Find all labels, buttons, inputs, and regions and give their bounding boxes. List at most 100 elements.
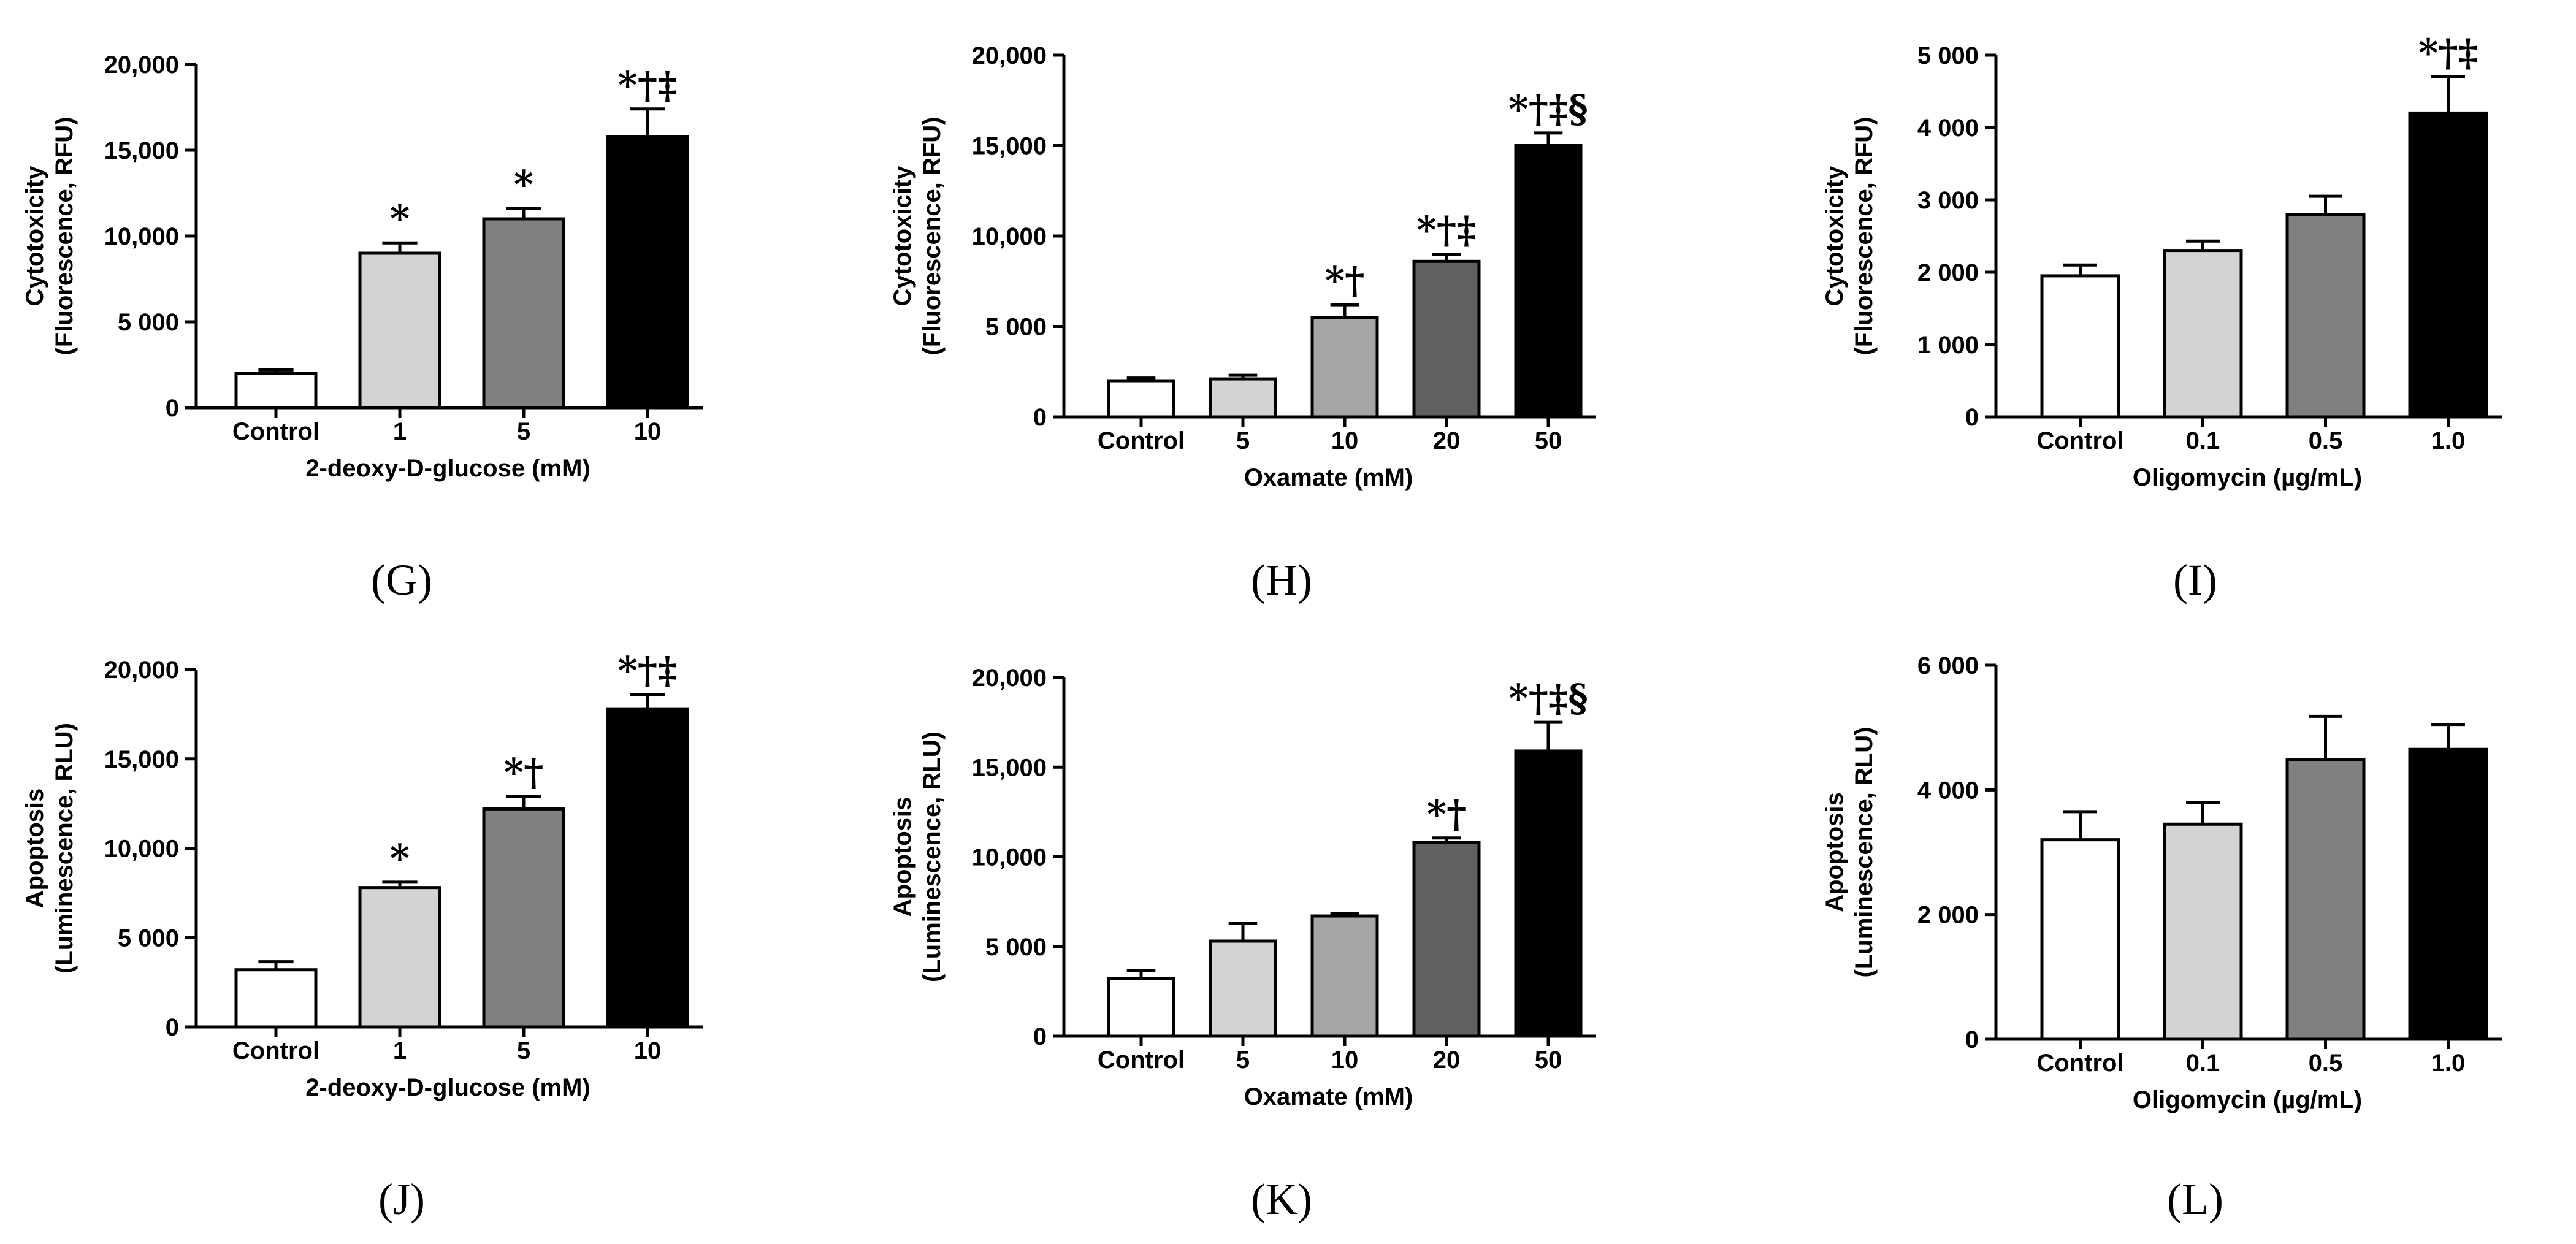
- bar: [2408, 747, 2488, 1041]
- x-tick-label: 0.1: [2186, 427, 2220, 454]
- bar: [2163, 249, 2243, 419]
- panel-label: (H): [1251, 555, 1312, 605]
- y-tick-label: 3 000: [1917, 187, 1979, 214]
- y-tick-label: 0: [1033, 1023, 1047, 1050]
- y-tick-label: 0: [166, 395, 179, 422]
- bar: [1514, 749, 1583, 1038]
- bar: [234, 968, 318, 1029]
- y-tick-label: 0: [166, 1014, 179, 1041]
- y-tick-label: 20,000: [972, 665, 1047, 692]
- panel-label: (K): [1251, 1175, 1312, 1224]
- significance-annotation: *: [390, 836, 410, 880]
- y-axis-label-units: (Luminescence, RLU): [51, 723, 78, 974]
- y-tick-label: 15,000: [972, 754, 1047, 781]
- y-tick-label: 5 000: [1917, 42, 1979, 69]
- y-axis-label-units: (Fluorescence, RFU): [919, 117, 946, 356]
- x-tick-label: Control: [232, 418, 319, 445]
- chart-panel: Control * 1 * 5 *†‡ 10 0 5 000 10,000 15,000 20,000…: [21, 52, 703, 605]
- y-tick-label: 1 000: [1917, 332, 1979, 359]
- y-tick-label: 0: [1965, 404, 1979, 431]
- bar: [1310, 914, 1379, 1038]
- chart-panel: Control 5 10 *† 20 *†‡§ 50 0 5 000 10,000 15,000 20…: [889, 665, 1596, 1224]
- chart-panel: Control 5 *† 10 *†‡ 20 *†‡§ 50 0 5 000 10,000 15,00…: [889, 42, 1596, 605]
- x-tick-label: 0.1: [2186, 1050, 2220, 1077]
- bar: [234, 372, 318, 410]
- x-tick-label: 20: [1433, 427, 1461, 454]
- y-axis-label: Cytotoxicity: [889, 166, 916, 307]
- y-tick-label: 0: [1033, 404, 1047, 431]
- x-tick-label: 5: [517, 418, 530, 445]
- y-tick-label: 5 000: [985, 934, 1047, 961]
- x-tick-label: Control: [1098, 1047, 1185, 1074]
- bar: [2408, 111, 2488, 419]
- bar: [2040, 274, 2120, 419]
- significance-annotation: *†‡§: [1508, 86, 1588, 131]
- x-axis-label: 2-deoxy-D-glucose (mM): [305, 1074, 590, 1101]
- y-tick-label: 6 000: [1917, 652, 1979, 679]
- panel-label: (G): [371, 555, 432, 605]
- y-tick-label: 5 000: [118, 309, 179, 336]
- y-axis-label-units: (Luminescence, RLU): [1851, 727, 1878, 978]
- bar: [2285, 758, 2366, 1041]
- y-tick-label: 10,000: [104, 836, 179, 863]
- x-tick-label: 10: [1331, 1047, 1359, 1074]
- significance-annotation: *: [514, 162, 533, 207]
- y-tick-label: 15,000: [104, 746, 179, 773]
- x-axis-label: Oligomycin (µg/mL): [2133, 464, 2362, 491]
- y-tick-label: 10,000: [972, 844, 1047, 871]
- x-axis-label: Oligomycin (µg/mL): [2133, 1086, 2362, 1113]
- bar: [482, 217, 565, 410]
- x-tick-label: Control: [232, 1037, 319, 1064]
- x-tick-label: 1.0: [2431, 1050, 2466, 1077]
- x-axis-label: Oxamate (mM): [1244, 464, 1413, 491]
- bar: [606, 707, 689, 1029]
- significance-annotation: *†: [1325, 258, 1365, 303]
- y-axis-label-units: (Luminescence, RLU): [919, 731, 946, 982]
- x-tick-label: 1: [393, 418, 407, 445]
- y-tick-label: 20,000: [104, 52, 179, 78]
- chart-panel: Control * 1 *† 5 *†‡ 10 0 5 000 10,000 15,000 20,00…: [21, 648, 703, 1224]
- bar: [2163, 822, 2243, 1041]
- significance-annotation: *: [390, 196, 410, 241]
- x-tick-label: Control: [2036, 1050, 2123, 1077]
- y-axis-label: Cytotoxicity: [21, 166, 48, 307]
- panel-label: (J): [378, 1175, 425, 1224]
- y-tick-label: 10,000: [972, 223, 1047, 250]
- y-axis-label: Cytotoxicity: [1821, 166, 1848, 307]
- bar: [358, 886, 441, 1029]
- x-tick-label: 0.5: [2309, 1050, 2343, 1077]
- x-tick-label: Control: [2036, 427, 2123, 454]
- y-tick-label: 15,000: [972, 133, 1047, 160]
- significance-annotation: *†‡§: [1508, 676, 1588, 720]
- y-axis-label: Apoptosis: [889, 797, 916, 917]
- panel-label: (I): [2173, 555, 2217, 605]
- panel-label: (L): [2167, 1175, 2223, 1224]
- y-tick-label: 20,000: [104, 657, 179, 684]
- y-tick-label: 2 000: [1917, 902, 1979, 929]
- y-axis-label: Apoptosis: [21, 788, 48, 909]
- bar: [1412, 259, 1481, 419]
- significance-annotation: *†: [504, 750, 544, 795]
- significance-annotation: *†‡: [617, 63, 677, 107]
- bar: [1412, 841, 1481, 1038]
- chart-panel: Control 0.1 0.5 1.0 0 2 000 4 000 6 000 Oligomyc…: [1821, 652, 2502, 1224]
- y-tick-label: 5 000: [118, 925, 179, 952]
- bar: [606, 135, 689, 410]
- y-axis-label-units: (Fluorescence, RFU): [51, 117, 78, 356]
- significance-annotation: *†: [1427, 792, 1467, 836]
- x-tick-label: 5: [1236, 427, 1250, 454]
- bar: [358, 251, 441, 410]
- x-tick-label: 10: [634, 418, 662, 445]
- x-tick-label: 0.5: [2309, 427, 2343, 454]
- y-tick-label: 2 000: [1917, 259, 1979, 286]
- x-tick-label: 50: [1535, 1047, 1562, 1074]
- chart-panel: Control 0.1 0.5 *†‡ 1.0 0 1 000 2 000 3 000 4 000…: [1821, 30, 2502, 605]
- x-axis-label: Oxamate (mM): [1244, 1083, 1413, 1110]
- bar: [1107, 977, 1175, 1038]
- bar: [1514, 144, 1583, 419]
- y-axis-label: Apoptosis: [1821, 792, 1848, 912]
- bar: [1209, 377, 1277, 419]
- x-tick-label: 50: [1535, 427, 1562, 454]
- bar: [1310, 316, 1379, 419]
- significance-annotation: *†‡: [1416, 208, 1476, 253]
